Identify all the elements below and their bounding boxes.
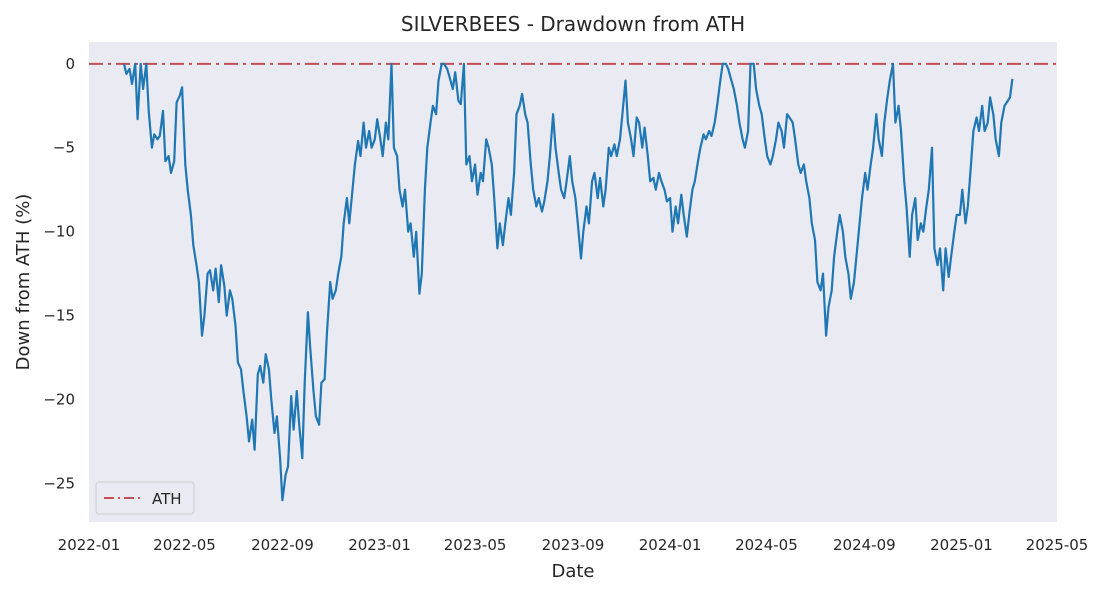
chart-title: SILVERBEES - Drawdown from ATH [401,12,745,36]
y-tick-label: 0 [65,55,75,73]
x-tick-label: 2022-09 [251,536,314,554]
y-axis-ticks: 0 −5 −10 −15 −20 −25 [43,55,75,493]
plot-background [89,42,1057,522]
y-tick-label: −20 [43,390,75,408]
x-tick-label: 2023-05 [444,536,507,554]
x-tick-label: 2024-09 [833,536,896,554]
x-tick-label: 2022-05 [153,536,216,554]
y-tick-label: −10 [43,223,75,241]
x-tick-label: 2025-01 [930,536,993,554]
drawdown-series-line [122,62,1014,502]
x-tick-label: 2024-05 [735,536,798,554]
y-tick-label: −15 [43,307,75,325]
x-tick-label: 2024-01 [639,536,702,554]
y-axis-label: Down from ATH (%) [13,194,34,371]
x-tick-label: 2023-01 [348,536,411,554]
x-axis-ticks: 2022-01 2022-05 2022-09 2023-01 2023-05 2023-… [58,536,1089,554]
x-tick-label: 2023-09 [542,536,605,554]
legend-ath-label: ATH [152,490,182,508]
y-tick-label: −25 [43,474,75,492]
legend-box [95,481,195,515]
legend: ATH [95,481,195,515]
x-axis-label: Date [551,561,594,582]
y-tick-label: −5 [53,139,75,157]
x-tick-label: 2022-01 [58,536,121,554]
x-tick-label: 2025-05 [1026,536,1089,554]
